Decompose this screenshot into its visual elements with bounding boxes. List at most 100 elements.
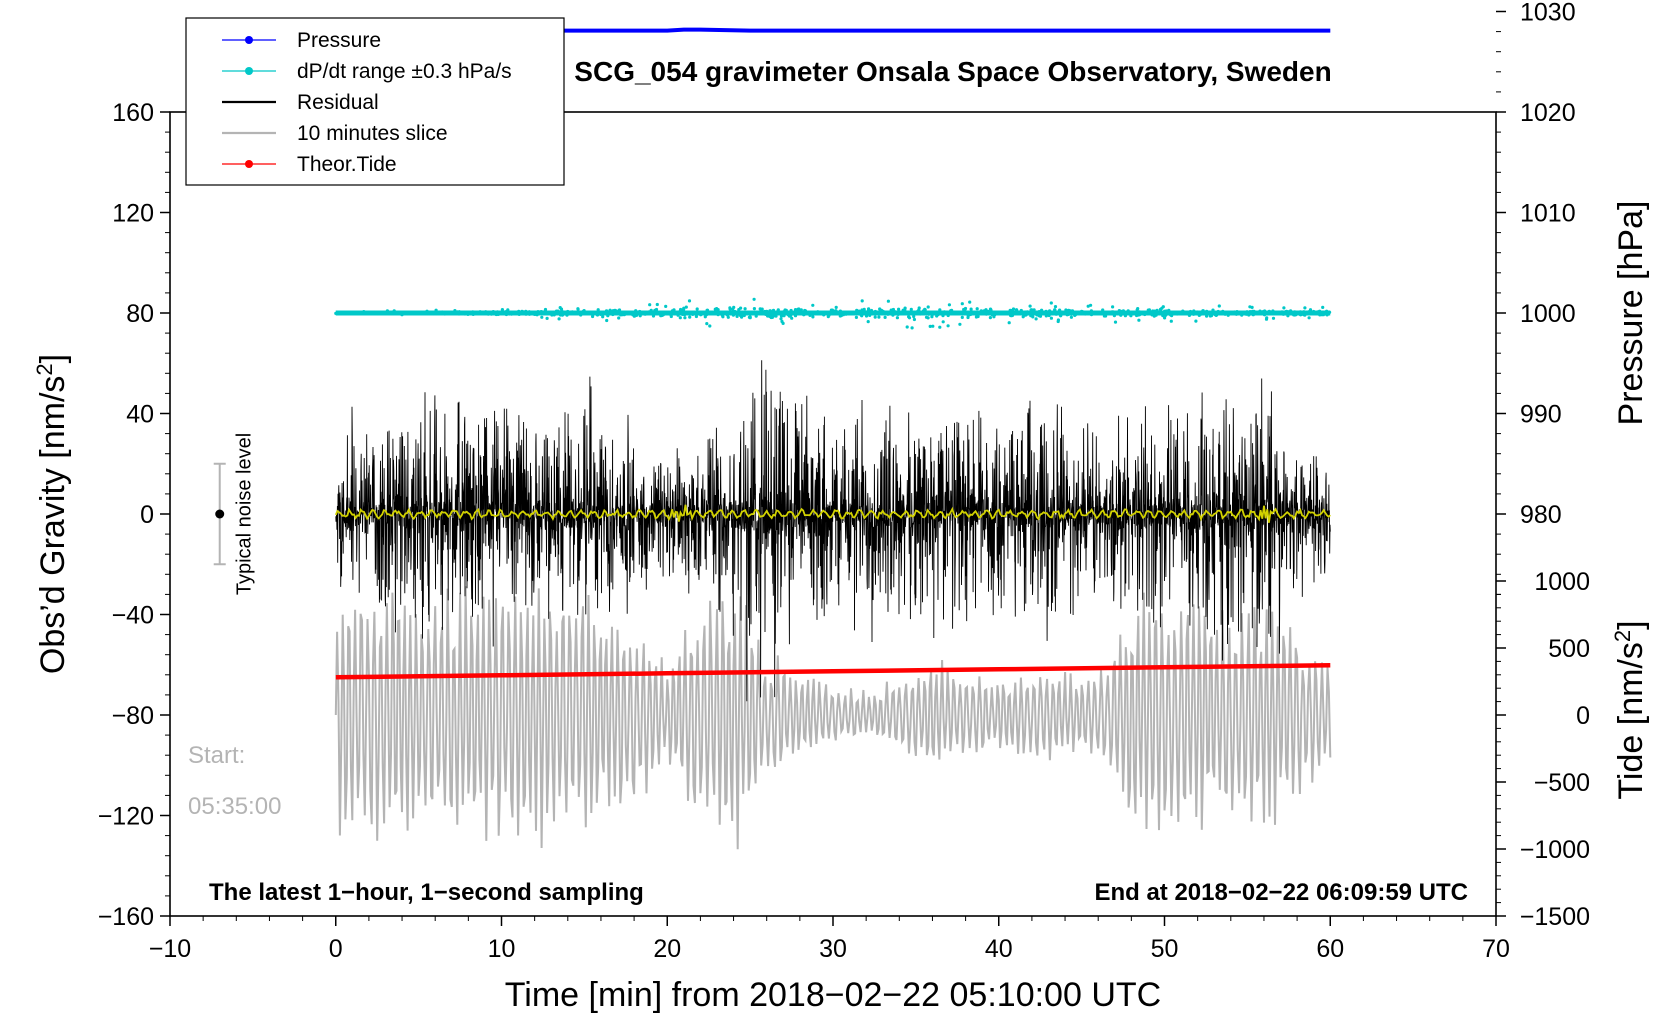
dpdt-point <box>1298 311 1303 315</box>
dpdt-point <box>765 310 770 314</box>
dpdt-point <box>803 309 808 313</box>
dpdt-point <box>471 312 475 316</box>
dpdt-point <box>443 312 447 316</box>
dpdt-point <box>1054 312 1058 316</box>
dpdt-point <box>538 310 542 314</box>
dpdt-point <box>1070 309 1075 313</box>
dpdt-point <box>551 312 556 316</box>
dpdt-point <box>1170 314 1174 318</box>
dpdt-point <box>616 311 620 316</box>
dpdt-point <box>570 310 574 314</box>
dpdt-point <box>816 310 820 314</box>
dpdt-point <box>938 325 942 329</box>
dpdt-point <box>1009 308 1013 313</box>
dpdt-point <box>774 314 778 318</box>
dpdt-point <box>1283 312 1287 316</box>
dpdt-point <box>1135 308 1139 312</box>
dpdt-point <box>400 311 404 315</box>
dpdt-point <box>938 308 942 312</box>
dpdt-point <box>838 309 843 313</box>
dpdt-point <box>769 315 773 320</box>
dpdt-point <box>797 311 801 315</box>
dpdt-point <box>705 322 709 326</box>
dpdt-point <box>1044 310 1048 314</box>
dpdt-point <box>1234 312 1238 316</box>
dpdt-point <box>946 313 950 318</box>
tide-tick-label: 500 <box>1548 635 1590 663</box>
dpdt-point <box>1073 313 1077 317</box>
dpdt-point <box>466 310 470 314</box>
dpdt-point <box>1175 311 1179 315</box>
dpdt-point <box>864 314 869 318</box>
dpdt-point <box>1293 310 1297 314</box>
dpdt-point <box>722 311 726 315</box>
dpdt-point <box>1143 312 1147 317</box>
dpdt-point <box>752 297 756 301</box>
dpdt-point <box>1205 314 1209 318</box>
dpdt-point <box>665 311 669 315</box>
legend-label: Residual <box>297 91 379 114</box>
legend-label: dP/dt range ±0.3 hPa/s <box>297 60 512 83</box>
dpdt-point <box>869 308 874 313</box>
dpdt-point <box>1223 312 1227 316</box>
chart-title: SCG_054 gravimeter Onsala Space Observat… <box>574 56 1331 87</box>
dpdt-point <box>975 314 979 318</box>
dpdt-point <box>1267 309 1271 313</box>
dpdt-point <box>715 311 720 315</box>
dpdt-point <box>1053 308 1057 312</box>
dpdt-point <box>1137 318 1141 322</box>
dpdt-point <box>776 308 780 312</box>
dpdt-point <box>670 309 675 313</box>
dpdt-point <box>1252 309 1256 313</box>
dpdt-point <box>1064 308 1068 312</box>
dpdt-point <box>1167 308 1171 312</box>
dpdt-point <box>385 310 389 315</box>
dpdt-point <box>413 311 417 315</box>
dpdt-point <box>1163 313 1167 317</box>
dpdt-point <box>1032 310 1036 314</box>
dpdt-point <box>1163 316 1167 320</box>
dpdt-point <box>858 312 863 316</box>
dpdt-point <box>1111 305 1115 309</box>
dpdt-point <box>426 312 431 316</box>
residual-series-line <box>335 360 1331 702</box>
dpdt-point <box>818 311 822 315</box>
dpdt-point <box>1077 311 1081 315</box>
dpdt-point <box>1118 312 1122 316</box>
dpdt-point <box>664 304 668 308</box>
noise-level-indicator: Typical noise level <box>213 433 256 595</box>
dpdt-point <box>1124 310 1128 314</box>
dpdt-point <box>559 307 564 311</box>
dpdt-point <box>619 313 623 317</box>
dpdt-point <box>653 308 657 312</box>
dpdt-point <box>1014 310 1018 314</box>
dpdt-point <box>576 307 580 311</box>
dpdt-point <box>1265 316 1269 320</box>
dpdt-point <box>1248 305 1252 309</box>
dpdt-point <box>984 312 988 316</box>
dpdt-point <box>458 311 462 315</box>
dpdt-point <box>982 309 986 313</box>
dpdt-point <box>574 311 579 316</box>
dpdt-point <box>962 307 966 312</box>
dpdt-point <box>789 313 793 318</box>
tide-tick-label: −500 <box>1534 769 1590 797</box>
dpdt-point <box>867 307 871 311</box>
dpdt-point <box>770 312 775 316</box>
dpdt-point <box>891 313 895 317</box>
dpdt-point <box>589 310 593 315</box>
dpdt-point <box>687 299 692 303</box>
dpdt-point <box>748 312 752 316</box>
dpdt-point <box>1194 319 1198 323</box>
y-axis-title-pressure: Pressure [hPa] <box>1612 201 1650 426</box>
dpdt-point <box>1023 313 1027 317</box>
legend-swatch-dot <box>245 160 253 168</box>
dpdt-point <box>1282 306 1286 310</box>
dpdt-point <box>920 312 924 316</box>
dpdt-point <box>1129 314 1133 318</box>
dpdt-point <box>530 310 534 315</box>
dpdt-point <box>617 316 621 320</box>
dpdt-point <box>930 312 935 317</box>
dpdt-point <box>854 315 859 319</box>
dpdt-point <box>1056 318 1060 322</box>
